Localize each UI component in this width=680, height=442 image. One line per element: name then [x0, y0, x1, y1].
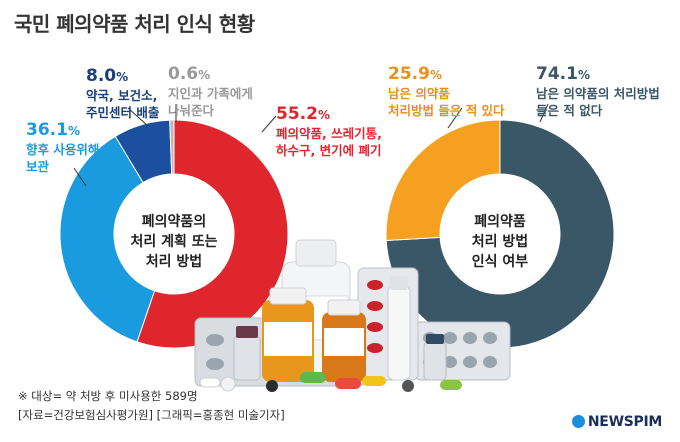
slice-value-unit: % [116, 70, 129, 84]
slice-value-number: 36.1 [26, 120, 68, 140]
slice-label: 74.1% 남은 의약품의 처리방법 들은 적 없다 [536, 64, 660, 119]
slice-label-text: 향후 사용위해 [26, 142, 100, 157]
slice-value: 8.0% [86, 66, 159, 87]
footnote-source: [자료=건강보험심사평가원] [그래픽=홍종현 미술기자] [18, 408, 285, 422]
brand-name: NEWSPIM [587, 414, 662, 430]
medicine-illustration [194, 239, 511, 392]
slice-value-number: 8.0 [86, 66, 117, 86]
pie-chart-awareness [385, 103, 615, 349]
center-title-line: 처리 계획 또는 [130, 234, 218, 250]
leader-line [447, 107, 463, 129]
page-title: 국민 폐의약품 처리 인식 현황 [14, 12, 255, 36]
slice-value: 25.9% [388, 64, 505, 85]
slice-label-text: 지인과 가족에게 [168, 86, 253, 101]
slice-value: 55.2% [276, 104, 382, 125]
donut-hole [440, 174, 560, 294]
slice-value-unit: % [577, 68, 590, 82]
slice-label: 0.6% 지인과 가족에게 나눠준다 [168, 64, 253, 119]
slice-value: 36.1% [26, 120, 99, 141]
footnote-target: ※ 대상= 약 처방 후 미사용한 589명 [18, 389, 198, 403]
slice-value-unit: % [317, 108, 330, 122]
slice-label-text: 하수구, 변기에 폐기 [276, 143, 382, 158]
slice-value: 0.6% [168, 64, 253, 85]
center-title-line: 인식 여부 [471, 254, 529, 270]
slice-label-text: 주민센터 배출 [86, 105, 160, 120]
slice-value-unit: % [67, 124, 80, 138]
leader-line [127, 107, 149, 127]
slice-value: 74.1% [536, 64, 660, 85]
slice-label-text: 약국, 보건소, [86, 88, 158, 103]
center-title-line: 폐의약품 [474, 214, 526, 230]
slice-label-text: 남은 의약품의 처리방법 [536, 86, 660, 101]
slice-value-unit: % [429, 68, 442, 82]
slice-label: 8.0% 약국, 보건소, 주민센터 배출 [86, 66, 159, 121]
slice-label-text: 들은 적 없다 [536, 103, 603, 118]
slice-label-text: 남은 의약품 [388, 86, 450, 101]
leader-line [261, 115, 277, 133]
slice-value-number: 0.6 [168, 64, 199, 84]
slice-label-text: 처리방법 들은 적 있다 [388, 103, 505, 118]
leader-line [539, 103, 549, 123]
brand-logo: NEWSPIM [571, 414, 662, 430]
slice-label: 25.9% 남은 의약품 처리방법 들은 적 있다 [388, 64, 505, 119]
slice-value-unit: % [198, 68, 211, 82]
center-title-line: 폐의약품의 [141, 214, 207, 230]
slice-label-text: 나눠준다 [168, 103, 215, 118]
slice-label-text: 폐의약품, 쓰레기통, [276, 126, 382, 141]
center-title-line: 처리 방법 [145, 254, 203, 270]
slice-label: 36.1% 향후 사용위해 보관 [26, 120, 99, 175]
slice-label: 55.2% 폐의약품, 쓰레기통, 하수구, 변기에 폐기 [276, 104, 382, 159]
logo-icon [571, 415, 585, 428]
slice-value-number: 55.2 [276, 104, 318, 124]
slice-label-text: 보관 [26, 159, 50, 174]
donut-hole [114, 174, 234, 294]
pie-chart-disposal-method [59, 104, 289, 349]
leader-line [73, 167, 87, 187]
slice-value-number: 25.9 [388, 64, 430, 84]
slice-value-number: 74.1 [536, 64, 578, 84]
center-title-line: 처리 방법 [471, 234, 529, 250]
